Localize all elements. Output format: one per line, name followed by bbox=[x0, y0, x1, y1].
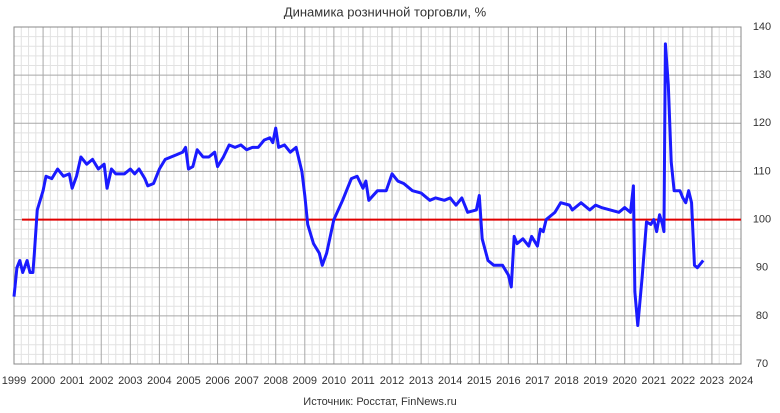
x-tick-label: 2022 bbox=[671, 375, 695, 387]
y-tick-label: 130 bbox=[753, 69, 771, 81]
x-tick-label: 2018 bbox=[554, 375, 578, 387]
x-tick-label: 2023 bbox=[700, 375, 724, 387]
x-tick-label: 2019 bbox=[583, 375, 607, 387]
y-tick-label: 110 bbox=[753, 165, 771, 177]
x-tick-label: 2001 bbox=[60, 375, 84, 387]
x-tick-label: 2020 bbox=[612, 375, 636, 387]
x-tick-label: 2005 bbox=[176, 375, 200, 387]
x-tick-label: 1999 bbox=[2, 375, 26, 387]
plot-border bbox=[13, 26, 742, 365]
x-tick-label: 2024 bbox=[729, 375, 753, 387]
x-tick-label: 2021 bbox=[642, 375, 666, 387]
x-tick-label: 2007 bbox=[234, 375, 258, 387]
x-tick-label: 2013 bbox=[409, 375, 433, 387]
y-tick-label: 120 bbox=[753, 117, 771, 129]
x-tick-label: 2008 bbox=[263, 375, 287, 387]
y-tick-label: 70 bbox=[756, 358, 768, 370]
x-tick-label: 2015 bbox=[467, 375, 491, 387]
x-tick-label: 2017 bbox=[525, 375, 549, 387]
x-tick-label: 2000 bbox=[31, 375, 55, 387]
x-tick-label: 2014 bbox=[438, 375, 462, 387]
x-tick-label: 2003 bbox=[118, 375, 142, 387]
y-tick-label: 140 bbox=[753, 21, 771, 33]
data-line bbox=[12, 42, 705, 327]
y-tick-label: 100 bbox=[753, 213, 771, 225]
x-tick-label: 2012 bbox=[380, 375, 404, 387]
x-tick-label: 2009 bbox=[293, 375, 317, 387]
x-tick-label: 2006 bbox=[205, 375, 229, 387]
x-tick-label: 2010 bbox=[322, 375, 346, 387]
x-tick-label: 2011 bbox=[351, 375, 375, 387]
x-tick-label: 2004 bbox=[147, 375, 171, 387]
x-tick-label: 2016 bbox=[496, 375, 520, 387]
source-note: Источник: Росстат, FinNews.ru bbox=[303, 396, 456, 408]
y-tick-label: 90 bbox=[756, 262, 768, 274]
y-tick-label: 80 bbox=[756, 310, 768, 322]
chart-title: Динамика розничной торговли, % bbox=[284, 4, 487, 19]
x-tick-label: 2002 bbox=[89, 375, 113, 387]
